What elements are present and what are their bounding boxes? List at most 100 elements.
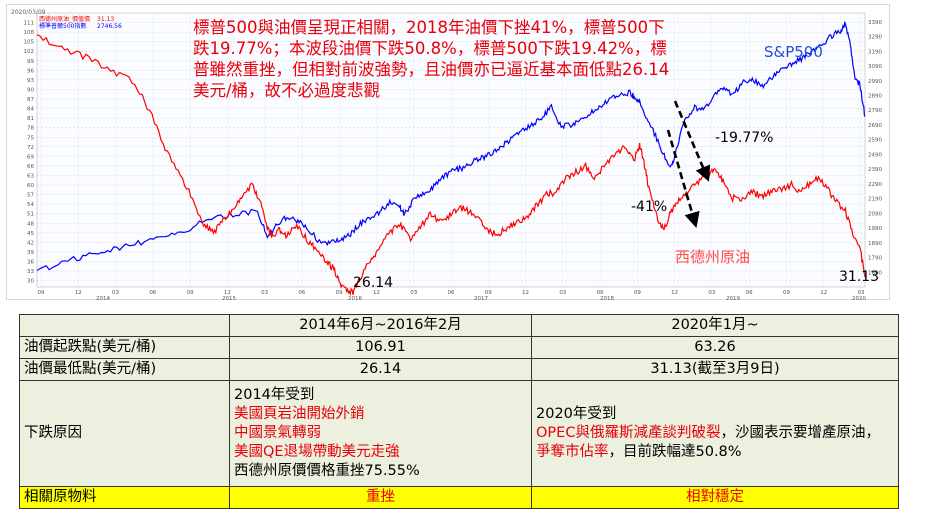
left-tick-label: 84 <box>27 107 34 113</box>
left-tick-label: 69 <box>27 154 34 160</box>
legend-oil-label: 西德州原油_價值價 <box>39 15 90 23</box>
sp500-label: S&P500 <box>764 43 823 61</box>
left-tick-label: 78 <box>27 126 34 132</box>
right-tick-label: 3190 <box>868 49 882 55</box>
reason-2014-intro: 2014年受到 <box>234 387 315 403</box>
annotation-text: 標普500與油價呈現正相關，2018年油價下挫41%，標普500下跌19.77%… <box>193 18 670 100</box>
trend-arrows <box>666 100 711 228</box>
legend-sp-value: 2746.56 <box>97 23 122 30</box>
oil-drop-label: -41% <box>631 199 667 215</box>
x-tick-label: 09 <box>783 290 790 296</box>
right-tick-label: 2390 <box>868 167 882 173</box>
left-tick-label: 87 <box>27 97 34 103</box>
x-tick-label: 09 <box>485 290 492 296</box>
left-tick-label: 90 <box>27 87 34 93</box>
left-tick-label: 51 <box>27 212 34 218</box>
reason-2014-item: 美國QE退場帶動美元走強 <box>234 444 400 460</box>
x-tick-label: 09 <box>38 290 45 296</box>
chart-lines <box>36 20 866 297</box>
chart-svg: 111 108 105 102 99 96 93 90 87 84 81 78 75 72 69 66 63 60… <box>11 9 882 301</box>
chart-area: 111 108 105 102 99 96 93 90 87 84 81 78 75 72 69 66 63 60… <box>6 4 890 301</box>
right-tick-label: 2090 <box>868 211 882 217</box>
right-tick-label: 2190 <box>868 197 882 203</box>
right-tick-label: 3090 <box>868 64 882 70</box>
cell-low-2020: 31.13(截至3月9日) <box>531 358 899 381</box>
x-tick-label: 03 <box>559 290 566 296</box>
right-tick-label: 1790 <box>868 256 882 262</box>
x-tick-label: 12 <box>671 290 678 296</box>
table-row: 油價最低點(美元/桶) 26.14 31.13(截至3月9日) <box>19 358 899 381</box>
right-axis-ticks: 3390 3290 3190 3090 2990 2890 2790 2690 2590 2490… <box>868 20 882 276</box>
left-tick-label: 96 <box>27 68 34 74</box>
left-tick-label: 60 <box>27 183 34 189</box>
x-tick-label: 12 <box>373 290 380 296</box>
reason-2020-outro: ，目前跌幅達50.8% <box>608 444 742 460</box>
x-tick-label: 03 <box>112 290 119 296</box>
year-label: 2019 <box>726 296 740 301</box>
right-tick-label: 2790 <box>868 108 882 114</box>
row-label-low: 油價最低點(美元/桶) <box>19 358 230 381</box>
cell-start-2020: 63.26 <box>531 336 899 359</box>
left-tick-label: 42 <box>27 240 34 246</box>
header-period-2014: 2014年6月~2016年2月 <box>229 314 532 337</box>
reason-2020-intro: 2020年受到 <box>536 406 617 422</box>
left-tick-label: 54 <box>27 202 34 208</box>
x-axis-ticks: 09 12 03 06 09 12 03 06 09 12 03 06 09 12 03 06 09 12 03 06… <box>38 290 865 296</box>
row-label-materials: 相關原物料 <box>19 486 230 509</box>
x-tick-label: 09 <box>187 290 194 296</box>
cell-low-2014: 26.14 <box>229 358 532 381</box>
table-header-row: 2014年6月~2016年2月 2020年1月~ <box>19 314 899 337</box>
left-tick-label: 108 <box>24 30 35 36</box>
low-2020-label: 31.13 <box>839 269 879 285</box>
right-tick-label: 1990 <box>868 226 882 232</box>
left-tick-label: 93 <box>27 78 34 84</box>
comparison-table: 2014年6月~2016年2月 2020年1月~ 油價起跌點(美元/桶) 106… <box>19 314 899 509</box>
left-tick-label: 45 <box>27 231 34 237</box>
row-label-reason: 下跌原因 <box>19 380 230 487</box>
chart-grid <box>36 12 866 288</box>
x-tick-label: 03 <box>410 290 417 296</box>
year-label: 2014 <box>96 296 110 301</box>
x-tick-label: 06 <box>149 290 156 296</box>
reason-2020-body: OPEC與俄羅斯減產談判破裂，沙國表示要增產原油， 爭奪市佔率，目前跌幅達50.8… <box>536 424 894 462</box>
left-tick-label: 81 <box>27 116 34 122</box>
table-row: 油價起跌點(美元/桶) 106.91 63.26 <box>19 336 899 359</box>
cell-start-2014: 106.91 <box>229 336 532 359</box>
right-tick-label: 2690 <box>868 123 882 129</box>
left-tick-label: 99 <box>27 59 34 65</box>
left-tick-label: 36 <box>27 260 34 266</box>
x-tick-label: 09 <box>336 290 343 296</box>
x-tick-label: 06 <box>746 290 753 296</box>
left-tick-label: 105 <box>24 40 35 46</box>
header-empty <box>19 314 230 337</box>
x-tick-label: 06 <box>597 290 604 296</box>
cell-materials-2020: 相對穩定 <box>531 486 899 509</box>
sp-drop-arrow <box>673 100 711 182</box>
left-tick-label: 66 <box>27 164 34 170</box>
x-tick-label: 12 <box>224 290 231 296</box>
left-tick-label: 72 <box>27 145 34 151</box>
cell-reason-2014: 2014年受到 美國頁岩油開始外銷 中國景氣轉弱 美國QE退場帶動美元走強 西德… <box>229 380 532 487</box>
right-tick-label: 2590 <box>868 138 882 144</box>
left-axis-ticks: 111 108 105 102 99 96 93 90 87 84 81 78 75 72 69 66 63 60… <box>24 21 35 285</box>
reason-2014-item: 美國頁岩油開始外銷 <box>234 406 365 422</box>
left-tick-label: 48 <box>27 221 34 227</box>
cell-reason-2020: 2020年受到 OPEC與俄羅斯減產談判破裂，沙國表示要增產原油， 爭奪市佔率，目… <box>531 380 899 487</box>
year-label: 2018 <box>600 296 614 301</box>
x-tick-label: 06 <box>298 290 305 296</box>
x-tick-label: 12 <box>75 290 82 296</box>
oil-drop-arrow <box>666 129 700 228</box>
year-labels: 2014 2015 2016 2017 2018 2019 2020 <box>96 296 866 301</box>
reason-2014-item: 中國景氣轉弱 <box>234 425 321 441</box>
year-label: 2020 <box>852 296 866 301</box>
right-tick-label: 2290 <box>868 182 882 188</box>
left-tick-label: 30 <box>27 279 34 285</box>
header-period-2020: 2020年1月~ <box>531 314 899 337</box>
left-tick-label: 39 <box>27 250 34 256</box>
row-label-start: 油價起跌點(美元/桶) <box>19 336 230 359</box>
left-tick-label: 75 <box>27 135 34 141</box>
right-tick-label: 2890 <box>868 93 882 99</box>
right-tick-label: 2990 <box>868 79 882 85</box>
x-tick-label: 12 <box>820 290 827 296</box>
year-label: 2015 <box>222 296 236 301</box>
